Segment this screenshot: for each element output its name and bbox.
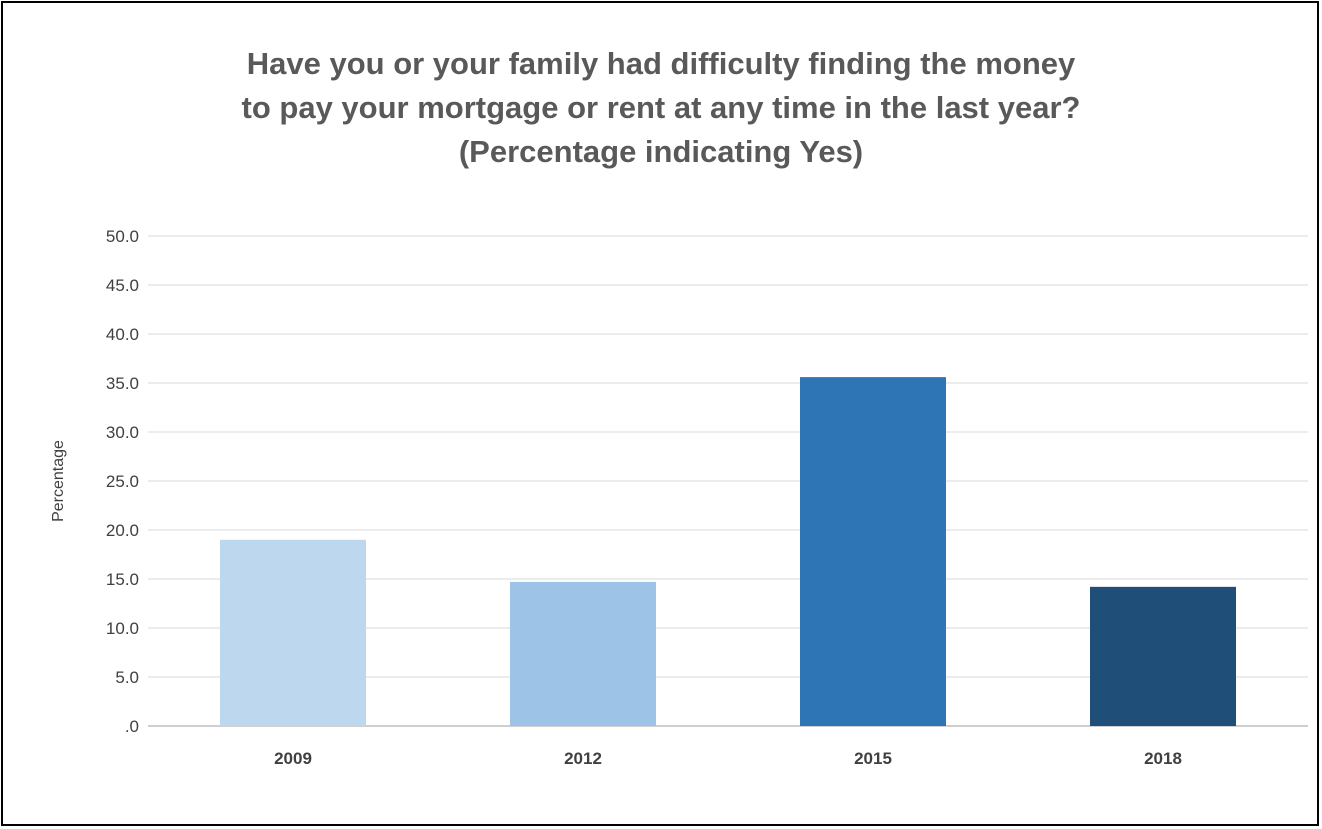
x-tick-label: 2018 bbox=[1144, 749, 1182, 768]
y-tick-label: 15.0 bbox=[106, 570, 139, 589]
x-tick-label: 2012 bbox=[564, 749, 602, 768]
y-tick-label: .0 bbox=[125, 717, 139, 736]
bar-2015 bbox=[800, 377, 946, 726]
chart-title-line-1: Have you or your family had difficulty f… bbox=[246, 46, 1076, 81]
chart-title-line-3: (Percentage indicating Yes) bbox=[458, 134, 864, 169]
bar-2009 bbox=[220, 539, 366, 726]
y-tick-label: 5.0 bbox=[115, 668, 139, 687]
x-axis-ticks: 2009 2012 2015 2018 bbox=[274, 749, 1182, 768]
bar-2018 bbox=[1090, 586, 1236, 726]
y-tick-label: 45.0 bbox=[106, 276, 139, 295]
y-tick-label: 20.0 bbox=[106, 521, 139, 540]
y-tick-label: 10.0 bbox=[106, 619, 139, 638]
y-tick-label: 25.0 bbox=[106, 472, 139, 491]
y-axis-label: Percentage bbox=[50, 440, 67, 522]
y-tick-label: 35.0 bbox=[106, 374, 139, 393]
x-tick-label: 2015 bbox=[854, 749, 892, 768]
y-tick-label: 30.0 bbox=[106, 423, 139, 442]
y-tick-label: 40.0 bbox=[106, 325, 139, 344]
x-tick-label: 2009 bbox=[274, 749, 312, 768]
bar-2012 bbox=[510, 581, 656, 726]
chart-title-line-2: to pay your mortgage or rent at any time… bbox=[241, 90, 1081, 125]
y-tick-label: 50.0 bbox=[106, 227, 139, 246]
bars bbox=[220, 377, 1236, 726]
y-axis-ticks: .0 5.0 10.0 15.0 20.0 25.0 30.0 35.0 40.0 45.0 50.… bbox=[106, 227, 139, 736]
chart-title: Have you or your family had difficulty f… bbox=[0, 42, 1322, 174]
